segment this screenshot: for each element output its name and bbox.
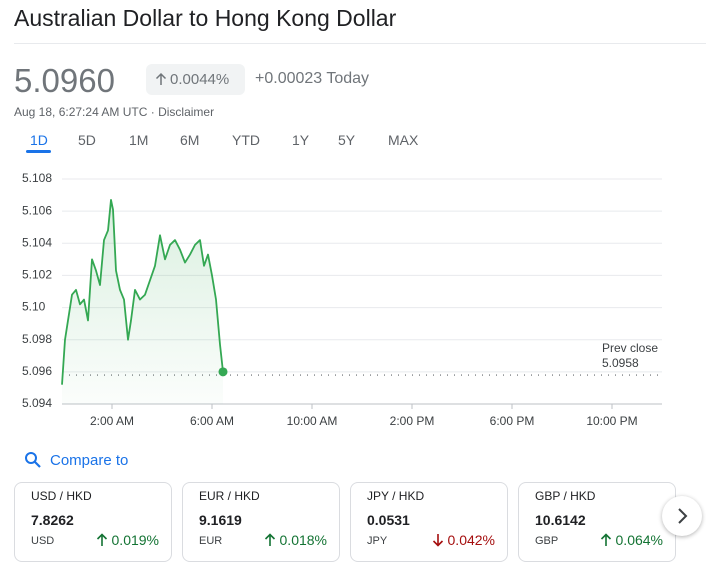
y-tick-label: 5.108 <box>22 171 52 185</box>
y-tick-label: 5.098 <box>22 332 52 346</box>
timestamp-row: Aug 18, 6:27:24 AM UTC · Disclaimer <box>14 105 215 119</box>
card-ticker: GBP <box>535 535 559 547</box>
card-price: 10.6142 <box>535 512 586 528</box>
search-icon <box>25 452 41 468</box>
card-change: 0.064% <box>599 532 663 548</box>
divider <box>14 43 706 44</box>
tab-underline <box>26 150 51 153</box>
next-button[interactable] <box>662 496 702 536</box>
chart: 5.094 5.096 5.098 5.10 5.102 5.104 5.106 5.108 2… <box>22 171 662 428</box>
card-price: 0.0531 <box>367 512 410 528</box>
change-pill: 0.0044% <box>146 64 245 95</box>
y-tick-label: 5.102 <box>22 268 52 282</box>
quote-card[interactable]: USD / HKD 7.8262 USD 0.019% <box>14 482 172 562</box>
x-tick-label: 6:00 PM <box>490 414 535 428</box>
card-change-value: 0.019% <box>111 532 159 548</box>
x-tick-label: 6:00 AM <box>190 414 234 428</box>
end-dot <box>218 367 228 377</box>
card-ticker: JPY <box>367 535 388 547</box>
tab[interactable]: 6M <box>180 132 200 148</box>
card-price: 7.8262 <box>31 512 74 528</box>
card-pair: JPY / HKD <box>367 489 425 503</box>
direction-icon <box>600 533 611 546</box>
title: Australian Dollar to Hong Kong Dollar <box>14 5 397 31</box>
quote-card[interactable]: JPY / HKD 0.0531 JPY 0.042% <box>350 482 508 562</box>
y-tick-label: 5.106 <box>22 203 52 217</box>
direction-icon <box>96 533 107 546</box>
compare-to[interactable]: Compare to <box>24 451 128 469</box>
change-percent: 0.0044% <box>170 71 230 88</box>
y-tick-label: 5.094 <box>22 396 52 410</box>
card-change-value: 0.018% <box>279 532 327 548</box>
direction-icon <box>432 534 443 547</box>
card-change: 0.042% <box>431 532 495 548</box>
card-pair: EUR / HKD <box>199 489 260 503</box>
y-tick-label: 5.10 <box>22 300 46 314</box>
tab[interactable]: YTD <box>232 132 260 148</box>
direction-icon <box>264 533 275 546</box>
price: 5.0960 <box>14 62 115 99</box>
tab[interactable]: 5D <box>78 132 96 148</box>
tab[interactable]: MAX <box>388 132 419 148</box>
x-tick-label: 10:00 PM <box>586 414 637 428</box>
prev-close-label: Prev close <box>602 341 658 355</box>
card-pair: USD / HKD <box>31 489 92 503</box>
prev-close-value: 5.0958 <box>602 356 639 370</box>
disclaimer-link[interactable]: Disclaimer <box>158 105 215 119</box>
tab[interactable]: 1D <box>30 132 48 148</box>
y-tick-label: 5.096 <box>22 364 52 378</box>
x-tick-label: 2:00 AM <box>90 414 134 428</box>
quote-card[interactable]: GBP / HKD 10.6142 GBP 0.064% <box>518 482 676 562</box>
chevron-icon <box>678 508 688 524</box>
card-change-value: 0.042% <box>447 532 495 548</box>
arrow-up-icon <box>155 72 167 85</box>
card-pair: GBP / HKD <box>535 489 596 503</box>
quote-card[interactable]: EUR / HKD 9.1619 EUR 0.018% <box>182 482 340 562</box>
card-ticker: USD <box>31 535 55 547</box>
card-change: 0.018% <box>263 532 327 548</box>
x-tick-label: 10:00 AM <box>287 414 338 428</box>
change-today: +0.00023 Today <box>255 70 370 87</box>
tab[interactable]: 5Y <box>338 132 356 148</box>
y-tick-label: 5.104 <box>22 235 52 249</box>
compare-label: Compare to <box>50 451 129 469</box>
x-tick-label: 2:00 PM <box>390 414 435 428</box>
timestamp: Aug 18, 6:27:24 AM UTC <box>14 105 148 119</box>
card-change-value: 0.064% <box>615 532 663 548</box>
tab[interactable]: 1Y <box>292 132 310 148</box>
area <box>62 199 223 404</box>
card-ticker: EUR <box>199 535 223 547</box>
card-change: 0.019% <box>95 532 159 548</box>
tab[interactable]: 1M <box>129 132 149 148</box>
line <box>61 198 224 385</box>
card-price: 9.1619 <box>199 512 242 528</box>
